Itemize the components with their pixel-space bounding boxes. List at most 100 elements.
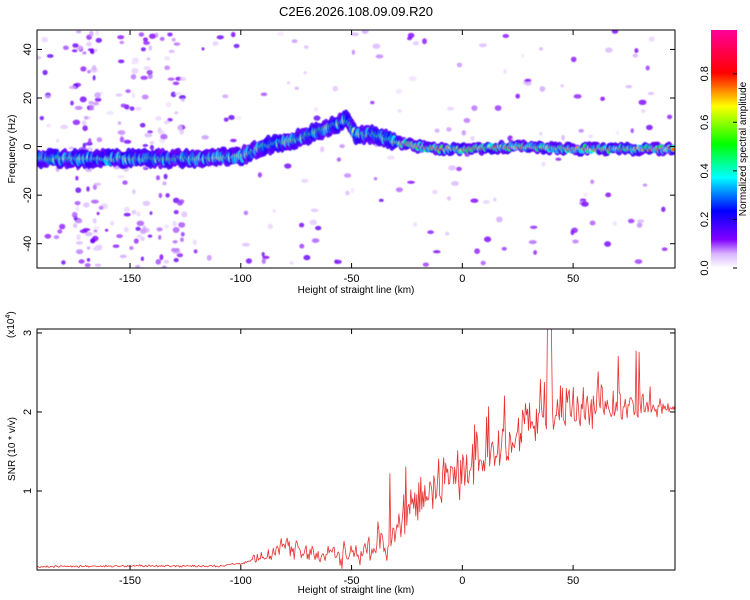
spectrogram-noise-blob (315, 225, 322, 231)
spectrogram-noise-blob (168, 49, 175, 54)
spectrogram-noise-blob (144, 132, 153, 138)
spectrogram-noise-blob (85, 168, 93, 173)
spectrogram-noise-blob (216, 35, 224, 40)
spectrogram-noise-blob (84, 231, 93, 237)
spectrogram-noise-blob (461, 130, 466, 136)
spectrogram-noise-blob (412, 222, 418, 227)
spectrogram-noise-blob (267, 223, 273, 229)
spectrogram-noise-blob (634, 48, 639, 54)
spectrogram-noise-blob (373, 177, 378, 181)
spectrogram-noise-blob (96, 137, 103, 143)
spectrogram-noise-blob (571, 227, 578, 234)
spectrogram-noise-blob (180, 232, 185, 237)
spectrogram-noise-blob (140, 75, 148, 80)
spectrogram-noise-blob (178, 222, 186, 228)
spectrogram-noise-blob (480, 260, 486, 266)
spectrogram-noise-blob (171, 247, 178, 253)
spectrogram-noise-blob (82, 125, 88, 132)
spectrogram-noise-blob (541, 162, 546, 167)
spectrogram-noise-blob (173, 258, 179, 263)
spectrogram-noise-blob (158, 192, 163, 199)
spectrogram-noise-blob (570, 56, 577, 63)
spectrogram-noise-blob (612, 220, 617, 227)
spectrogram-noise-blob (630, 128, 634, 134)
spectrogram-noise-blob (222, 94, 229, 99)
spectrogram-noise-blob (625, 85, 633, 89)
spectrogram-noise-blob (345, 190, 350, 196)
spectrogram-noise-blob (503, 68, 507, 74)
spectrogram-noise-blob (147, 73, 153, 80)
spectrogram-noise-blob (313, 115, 321, 121)
colorbar-tick-label: 0.8 (699, 66, 711, 81)
spectrogram-noise-blob (163, 120, 170, 125)
spectrogram-noise-blob (572, 239, 579, 244)
spectrogram-noise-blob (605, 47, 613, 53)
spectrogram-panel: -150 -100 -50 0 50 -40 -20 0 20 40 Height of stra… (7, 29, 676, 296)
spectrogram-noise-blob (350, 187, 355, 194)
spectrogram-noise-blob (181, 98, 185, 102)
spectrogram-noise-blob (156, 227, 163, 232)
spectrogram-noise-blob (131, 209, 137, 215)
spectrogram-noise-blob (370, 100, 375, 105)
snr-y-multiplier: (x104) (5, 311, 17, 338)
spectrogram-noise-blob (76, 234, 81, 241)
spectrogram-noise-blob (147, 130, 153, 134)
spectrogram-noise-blob (117, 175, 125, 179)
spectrogram-noise-blob (463, 118, 471, 123)
spectrogram-noise-blob (89, 30, 94, 37)
spectrogram-y-tick-label: 20 (22, 92, 34, 104)
spectrogram-noise-blob (632, 53, 638, 58)
spectrogram-noise-blob (46, 123, 51, 128)
snr-ticks: -150 -100 -50 0 50 1 2 3 (22, 329, 675, 587)
spectrogram-noise-blob (44, 233, 52, 239)
spectrogram-noise-blob (156, 175, 160, 181)
spectrogram-noise-blob (179, 76, 187, 82)
snr-series-line (37, 329, 675, 569)
svg-text:(x104): (x104) (5, 311, 17, 338)
spectrogram-noise-blob (92, 75, 96, 81)
spectrogram-noise-blob (294, 86, 299, 90)
spectrogram-noise-blob (172, 220, 177, 227)
spectrogram-noise-blob (286, 81, 291, 85)
spectrogram-noise-blob (136, 220, 145, 226)
spectrogram-noise-blob (86, 258, 91, 262)
spectrogram-x-tick-label: -100 (230, 273, 252, 285)
spectrogram-noise-blob (42, 69, 48, 76)
spectrogram-noise-blob (138, 32, 145, 37)
spectrogram-noise-blob (119, 136, 125, 143)
colorbar-title: Normalized spectral amplitude (738, 81, 749, 216)
spectrogram-noise-blob (289, 261, 294, 265)
snr-panel: -150 -100 -50 0 50 1 2 3 Height of straight lin… (5, 311, 676, 596)
spectrogram-noise-blob (80, 66, 87, 72)
spectrogram-noise-blob (502, 34, 510, 38)
spectrogram-noise-blob (123, 226, 129, 233)
spectrogram-noise-blob (284, 163, 292, 169)
spectrogram-noise-blob (93, 182, 102, 186)
chart-title: C2E6.2026.108.09.09.R20 (279, 4, 433, 19)
colorbar-tick-label: 0.2 (699, 212, 711, 227)
spectrogram-noise-blob (86, 186, 90, 192)
spectrogram-noise-blob (573, 94, 582, 99)
spectrogram-frame (36, 29, 676, 269)
spectrogram-x-tick-label: 50 (567, 273, 579, 285)
spectrogram-noise-blob (94, 244, 103, 251)
spectrogram-noise-blob (446, 196, 451, 201)
spectrogram-noise-blob (89, 104, 95, 111)
spectrogram-noise-blob (212, 41, 219, 46)
spectrogram-noise-blob (135, 226, 141, 231)
spectrogram-noise-blob (245, 258, 252, 264)
spectrogram-noise-blob (74, 105, 83, 110)
spectrogram-noise-blob (427, 230, 434, 235)
spectrogram-noise-blob (41, 36, 48, 43)
spectrogram-noise-blob (193, 249, 198, 254)
spectrogram-noise-blob (82, 51, 87, 55)
spectrogram-noise-blob (560, 84, 565, 88)
spectrogram-noise-blob (116, 234, 123, 239)
spectrogram-noise-blob (135, 264, 141, 268)
spectrogram-noise-blob (172, 227, 180, 233)
spectrogram-noise-blob (372, 43, 381, 49)
spectrogram-noise-blob (57, 229, 63, 234)
spectrogram-noise-blob (173, 42, 181, 46)
spectrogram-noise-blob (94, 263, 102, 267)
